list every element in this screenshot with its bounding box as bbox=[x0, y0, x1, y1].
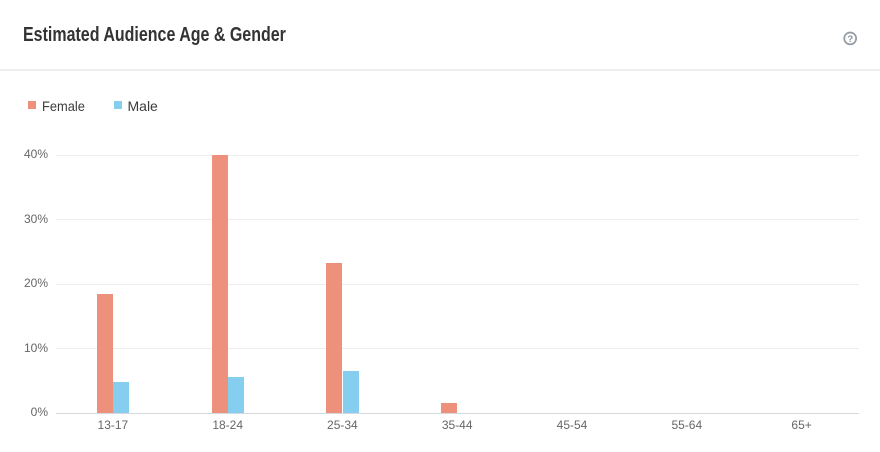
svg-text:?: ? bbox=[847, 34, 853, 45]
